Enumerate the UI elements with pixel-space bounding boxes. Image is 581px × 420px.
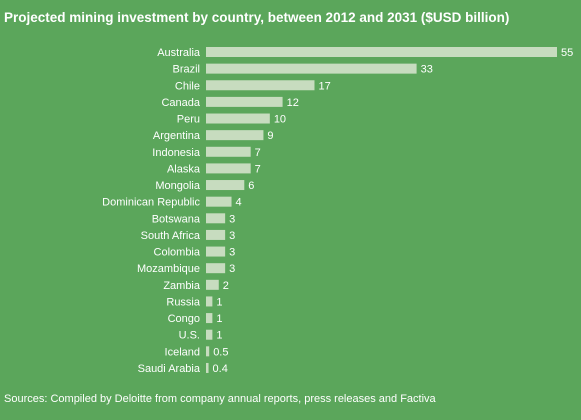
category-label: Canada	[161, 97, 200, 109]
value-label: 2	[223, 280, 229, 292]
category-label: Peru	[177, 114, 200, 126]
value-label: 3	[229, 247, 235, 259]
value-label: 9	[267, 130, 273, 142]
bar	[206, 47, 557, 57]
value-label: 12	[287, 97, 299, 109]
value-label: 17	[318, 80, 330, 92]
bar	[206, 80, 315, 91]
category-label: U.S.	[179, 330, 200, 342]
bar	[206, 113, 270, 124]
bar	[206, 246, 226, 257]
value-label: 7	[255, 163, 261, 175]
value-label: 55	[561, 47, 573, 59]
category-label: Russia	[166, 296, 201, 308]
bar	[206, 362, 209, 373]
value-label: 1	[216, 330, 222, 342]
value-label: 1	[216, 313, 222, 325]
bar	[206, 313, 213, 324]
category-label: Indonesia	[152, 147, 201, 159]
category-label: Congo	[168, 313, 200, 325]
category-label: Botswana	[152, 213, 201, 225]
category-label: Chile	[175, 80, 200, 92]
bar	[206, 163, 251, 174]
value-label: 6	[248, 180, 254, 192]
value-label: 4	[236, 197, 242, 209]
category-label: Dominican Republic	[102, 197, 200, 209]
category-label: Alaska	[167, 163, 201, 175]
category-label: Australia	[157, 47, 201, 59]
value-label: 0.5	[213, 346, 228, 358]
bar	[206, 329, 213, 340]
bar	[206, 213, 226, 224]
value-label: 10	[274, 114, 286, 126]
category-label: Colombia	[154, 247, 201, 259]
bar	[206, 279, 219, 290]
bar	[206, 63, 417, 74]
bar	[206, 263, 226, 274]
category-label: Iceland	[165, 346, 200, 358]
bar	[206, 196, 232, 207]
value-label: 3	[229, 263, 235, 275]
category-label: Argentina	[153, 130, 201, 142]
category-label: Mongolia	[155, 180, 201, 192]
bar	[206, 346, 210, 357]
bar	[206, 130, 264, 141]
category-label: South Africa	[141, 230, 201, 242]
source-note: Sources: Compiled by Deloitte from compa…	[4, 393, 436, 405]
bar	[206, 96, 283, 107]
category-label: Mozambique	[137, 263, 200, 275]
category-label: Saudi Arabia	[138, 363, 201, 375]
value-label: 3	[229, 213, 235, 225]
category-label: Zambia	[163, 280, 201, 292]
bar	[206, 296, 213, 307]
bar	[206, 180, 245, 191]
chart-title: Projected mining investment by country, …	[4, 10, 510, 25]
value-label: 3	[229, 230, 235, 242]
value-label: 7	[255, 147, 261, 159]
bar	[206, 229, 226, 240]
value-label: 33	[421, 64, 433, 76]
value-label: 1	[216, 296, 222, 308]
bar	[206, 146, 251, 157]
value-label: 0.4	[213, 363, 228, 375]
category-label: Brazil	[172, 64, 200, 76]
